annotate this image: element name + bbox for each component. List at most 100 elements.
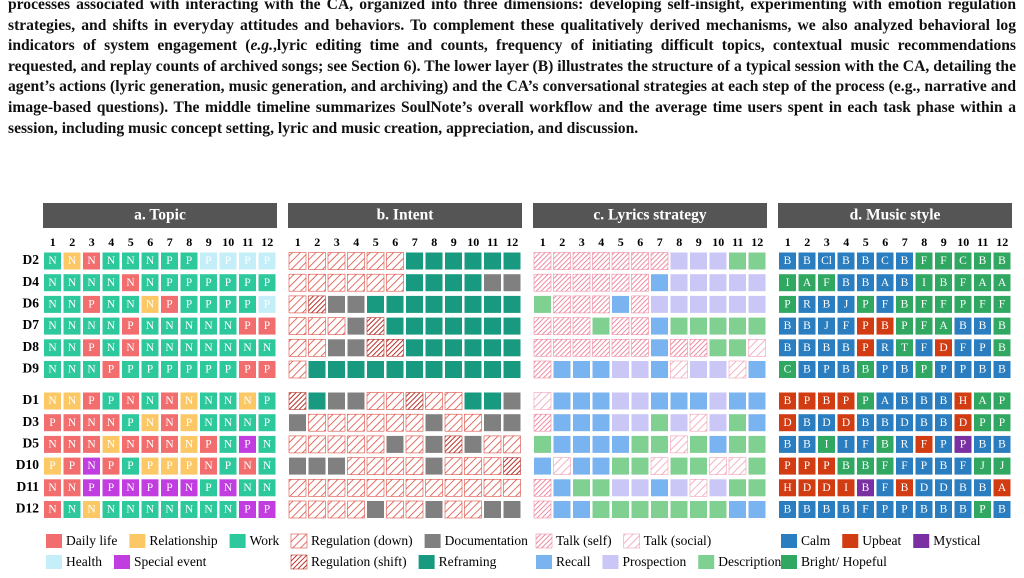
cell: [631, 295, 649, 314]
cell: [689, 478, 708, 497]
cell: [748, 414, 766, 432]
cell: [347, 273, 365, 292]
cell: [818, 339, 835, 357]
cell: [347, 500, 365, 519]
cell: [837, 252, 855, 270]
cell: [405, 392, 424, 410]
cell: [503, 501, 521, 518]
cell: [592, 501, 610, 518]
cell: [798, 274, 816, 292]
cell-label: P: [166, 482, 172, 494]
cell: [798, 339, 816, 357]
cell-label: N: [87, 460, 96, 472]
cell-label: B: [881, 439, 889, 451]
cell: [161, 501, 178, 518]
cell-label: B: [998, 342, 1006, 354]
cell: [239, 501, 256, 518]
cell-label: N: [165, 320, 174, 332]
legend-label: Talk (social): [644, 533, 712, 548]
cell: [405, 478, 424, 497]
cell-label: N: [224, 417, 233, 429]
legend-label: Special event: [134, 554, 207, 569]
cell: [83, 414, 100, 432]
cell: [818, 274, 835, 292]
cell: [779, 274, 796, 292]
cell: [219, 414, 237, 432]
cell: [464, 392, 482, 410]
cell: [896, 457, 913, 475]
cell: [915, 361, 933, 378]
cell: [308, 317, 326, 335]
cell: [690, 274, 707, 292]
cell-label: N: [68, 320, 77, 332]
cell: [818, 479, 835, 497]
cell: [239, 392, 256, 410]
cell: [219, 339, 237, 357]
cell: [573, 501, 590, 518]
cell: [954, 274, 972, 292]
cell: [258, 252, 276, 270]
cell: [974, 414, 991, 432]
cell: [425, 478, 443, 497]
cell: [592, 273, 610, 292]
legend-swatch: [602, 555, 619, 569]
cell: [141, 361, 159, 378]
cell: [239, 295, 256, 313]
cell: [631, 479, 649, 497]
cell: [386, 252, 404, 270]
cell: [690, 295, 707, 313]
cell-label: B: [823, 299, 831, 311]
cell: [503, 457, 521, 475]
cell: [709, 252, 727, 270]
cell: [690, 501, 707, 518]
cell-label: B: [959, 320, 967, 332]
cell: [670, 392, 688, 410]
cell: [405, 435, 424, 454]
cell: [837, 361, 855, 378]
cell: [161, 457, 178, 475]
cell-label: B: [998, 364, 1006, 376]
cell: [63, 435, 81, 453]
cell: [670, 457, 688, 475]
cell: [219, 435, 237, 453]
cell: [798, 501, 816, 518]
panel-header: [288, 203, 522, 228]
cell-label: B: [823, 504, 831, 516]
cell: [308, 478, 326, 497]
cell-label: P: [166, 277, 172, 289]
cell-label: J: [980, 460, 985, 472]
legend-swatch: [781, 555, 797, 569]
cell-label: I: [786, 277, 790, 289]
cell-label: P: [960, 299, 966, 311]
cell-label: N: [146, 504, 155, 516]
cell-label: N: [48, 504, 57, 516]
cell-label: N: [68, 482, 77, 494]
cell: [592, 392, 610, 410]
cell: [386, 317, 404, 335]
cell-label: N: [146, 342, 155, 354]
cell-label: J: [824, 320, 829, 332]
cell-label: P: [264, 320, 270, 332]
cell-label: P: [244, 364, 250, 376]
cell-label: I: [844, 482, 848, 494]
legend-swatch: [535, 533, 553, 549]
cell: [141, 317, 159, 335]
cell-label: F: [843, 320, 849, 332]
cell: [974, 392, 991, 410]
legend-swatch: [290, 533, 308, 549]
cell-label: I: [922, 277, 926, 289]
legend-swatch: [46, 555, 62, 569]
cell: [612, 295, 629, 313]
cell: [425, 295, 443, 313]
cell-label: A: [978, 395, 987, 407]
cell-label: P: [147, 364, 153, 376]
cell: [219, 457, 237, 475]
cell-label: A: [803, 277, 812, 289]
cell: [631, 338, 649, 357]
legend-swatch: [424, 534, 441, 548]
legend-label: Relationship: [149, 533, 217, 548]
column-number: 1: [785, 235, 791, 249]
column-number: 1: [295, 235, 301, 249]
cell-label: P: [264, 277, 270, 289]
